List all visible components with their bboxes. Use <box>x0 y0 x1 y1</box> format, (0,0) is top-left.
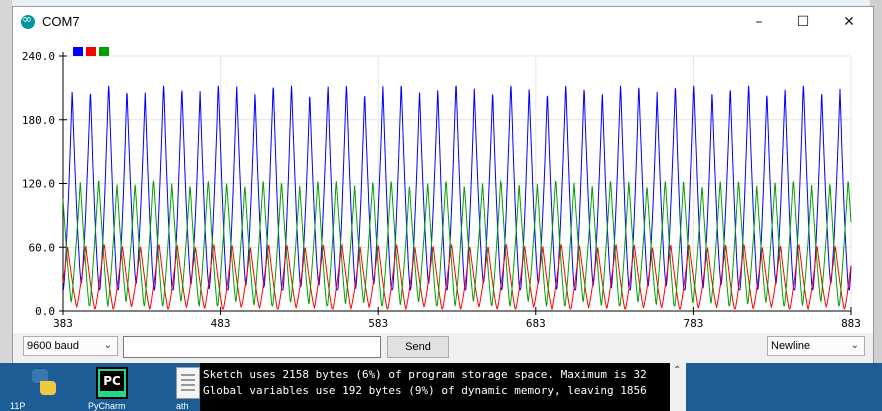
x-tick-label: 583 <box>368 317 388 330</box>
compiler-output-console: Sketch uses 2158 bytes (6%) of program s… <box>200 363 670 411</box>
legend-swatch <box>73 47 83 56</box>
arduino-icon <box>21 12 35 29</box>
close-button[interactable]: ✕ <box>843 14 855 30</box>
desktop-icon-label: ath <box>176 401 189 411</box>
x-tick-label: 483 <box>211 317 231 330</box>
x-tick-label: 683 <box>526 317 546 330</box>
series-line <box>62 85 852 292</box>
x-tick-label: 383 <box>53 317 73 330</box>
legend-swatch <box>99 47 109 56</box>
desktop-icon-label: PyCharm <box>88 401 126 411</box>
y-tick-label: 180.0 <box>22 114 55 127</box>
send-input[interactable] <box>123 336 381 358</box>
document-icon[interactable] <box>176 367 200 399</box>
console-line: Global variables use 192 bytes (9%) of d… <box>203 384 647 397</box>
chevron-down-icon: ⌄ <box>850 340 859 351</box>
python-icon[interactable] <box>28 367 60 399</box>
pycharm-icon[interactable]: PC <box>96 367 128 399</box>
serial-plotter-window: COM7 – ☐ ✕ 0.0 60.0 120.0 180.0 240.0 383 483 5… <box>12 6 874 363</box>
console-scrollbar[interactable]: ⌃ <box>670 363 686 411</box>
y-tick-label: 240.0 <box>22 50 55 63</box>
series-line <box>62 179 852 308</box>
send-button[interactable]: Send <box>387 336 449 358</box>
title-bar[interactable]: COM7 – ☐ ✕ <box>13 7 873 37</box>
baud-rate-value: 9600 baud <box>27 340 79 352</box>
y-tick-label: 60.0 <box>29 241 56 254</box>
console-line: Sketch uses 2158 bytes (6%) of program s… <box>203 368 647 381</box>
desktop-icon-label: 11P <box>10 401 26 411</box>
line-ending-value: Newline <box>771 340 811 352</box>
window-title: COM7 <box>42 14 80 29</box>
x-tick-label: 883 <box>841 317 861 330</box>
serial-plot-chart: 0.0 60.0 120.0 180.0 240.0 383 483 583 683 783 883 <box>22 47 861 330</box>
chevron-down-icon: ⌄ <box>103 340 112 351</box>
minimize-button[interactable]: – <box>755 14 763 30</box>
x-tick-label: 783 <box>683 317 703 330</box>
maximize-button[interactable]: ☐ <box>796 14 810 30</box>
background-window-strip <box>0 0 882 10</box>
legend-swatch <box>86 47 96 56</box>
plot-area: 0.0 60.0 120.0 180.0 240.0 383 483 583 683 783 883 <box>13 37 873 333</box>
chevron-up-icon: ⌃ <box>673 365 682 376</box>
y-tick-label: 120.0 <box>22 178 55 191</box>
background-window-left-edge <box>0 0 12 411</box>
baud-rate-select[interactable]: 9600 baud ⌄ <box>23 336 118 356</box>
line-ending-select[interactable]: Newline ⌄ <box>767 336 865 356</box>
plotter-controls: 9600 baud ⌄ Send Newline ⌄ <box>13 333 873 363</box>
y-tick-label: 0.0 <box>35 305 55 318</box>
